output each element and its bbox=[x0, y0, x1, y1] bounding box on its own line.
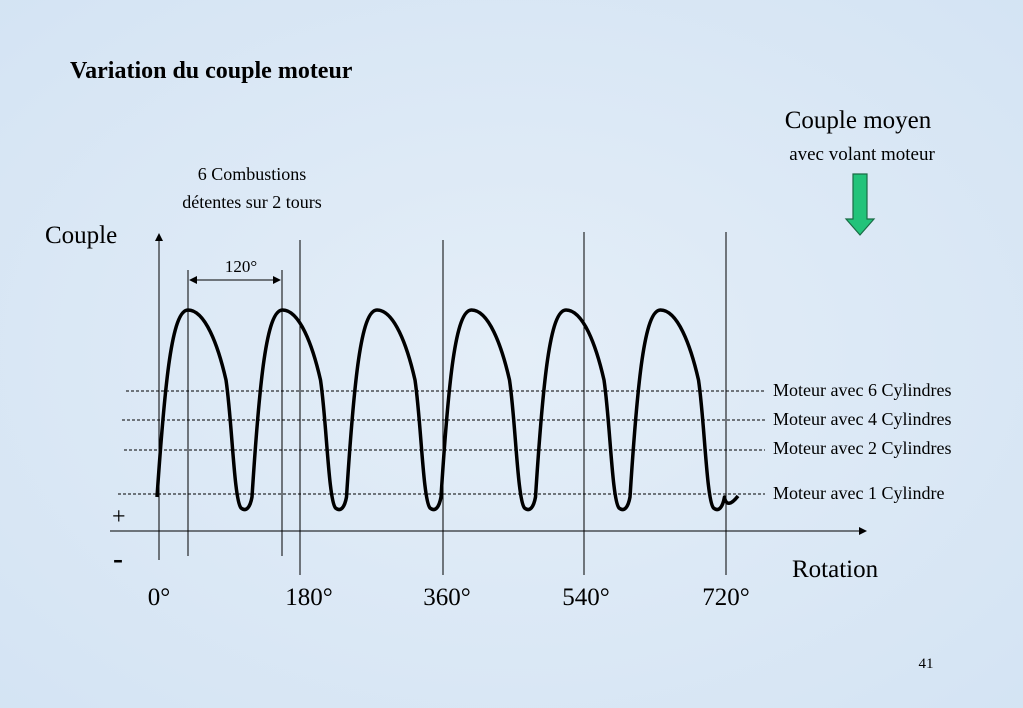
average-subtitle: avec volant moteur bbox=[789, 144, 935, 165]
plus-sign: + bbox=[112, 504, 126, 530]
angle-label: 120° bbox=[225, 257, 257, 276]
x-label: 0° bbox=[148, 584, 171, 611]
minus-sign: - bbox=[113, 542, 123, 575]
level-label: Moteur avec 4 Cylindres bbox=[773, 409, 951, 429]
x-label: 720° bbox=[702, 584, 750, 611]
x-label: 180° bbox=[285, 584, 333, 611]
level-label: Moteur avec 6 Cylindres bbox=[773, 380, 951, 400]
title: Variation du couple moteur bbox=[70, 58, 353, 84]
average-arrow bbox=[844, 173, 876, 236]
x-axis-label: Rotation bbox=[792, 556, 879, 583]
combustions-line1: 6 Combustions bbox=[198, 164, 307, 184]
level-label: Moteur avec 2 Cylindres bbox=[773, 438, 951, 458]
average-title: Couple moyen bbox=[785, 107, 932, 134]
level-label: Moteur avec 1 Cylindre bbox=[773, 483, 944, 503]
y-axis-label: Couple bbox=[45, 222, 117, 249]
torque-curve bbox=[155, 308, 740, 512]
combustions-line2: détentes sur 2 tours bbox=[182, 192, 321, 212]
x-label: 540° bbox=[562, 584, 610, 611]
x-label: 360° bbox=[423, 584, 471, 611]
page-number: 41 bbox=[919, 656, 934, 672]
